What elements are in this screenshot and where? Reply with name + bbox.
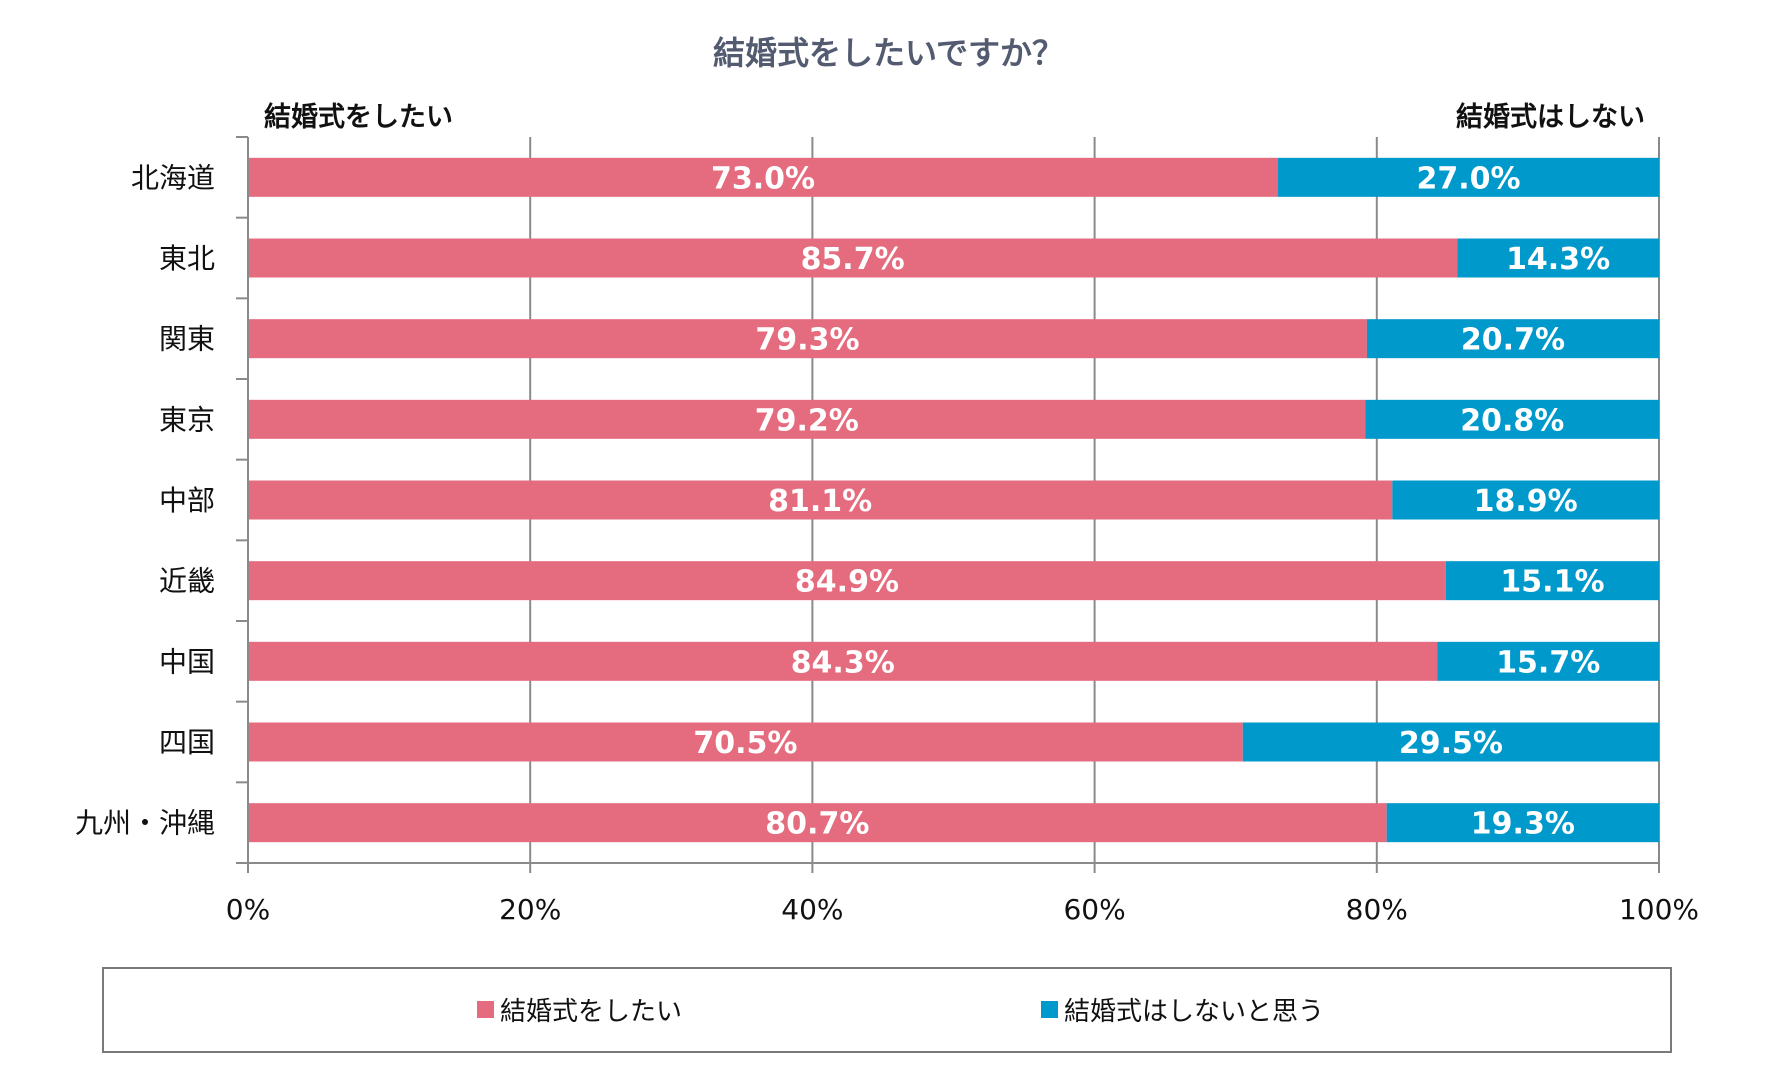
data-label: 20.7% xyxy=(1461,323,1565,358)
category-label: 関東 xyxy=(159,323,215,356)
legend: 結婚式をしたい 結婚式はしないと思う xyxy=(102,967,1672,1053)
category-label: 中国 xyxy=(159,645,215,678)
bar-no-wedding xyxy=(1445,561,1659,601)
data-label: 70.5% xyxy=(693,726,797,761)
data-label: 85.7% xyxy=(801,242,905,277)
data-label: 81.1% xyxy=(768,484,872,519)
data-label: 14.3% xyxy=(1506,242,1610,277)
x-tick-label: 0% xyxy=(226,893,270,926)
data-label: 20.8% xyxy=(1460,403,1564,438)
data-label: 84.3% xyxy=(791,645,895,680)
data-label: 79.2% xyxy=(755,403,859,438)
bar-no-wedding xyxy=(1457,238,1659,278)
axes xyxy=(236,136,1660,873)
bar-want-wedding xyxy=(248,803,1387,843)
plot-area: 0% 20% 40% 60% 80% 100% 北海道 73.0% 27.0% 東北 85.7% 14… xyxy=(75,136,1699,926)
bar-no-wedding xyxy=(1278,157,1659,197)
bar-no-wedding xyxy=(1366,319,1659,359)
category-label: 東京 xyxy=(159,403,215,436)
bar-want-wedding xyxy=(248,641,1438,681)
x-tick-label: 40% xyxy=(781,893,843,926)
bar-want-wedding xyxy=(248,238,1458,278)
bar-no-wedding xyxy=(1437,641,1659,681)
legend-label: 結婚式をしたい xyxy=(500,997,683,1027)
bar-want-wedding xyxy=(248,157,1279,197)
x-tick-label: 20% xyxy=(499,893,561,926)
bar-want-wedding xyxy=(248,319,1367,359)
category-label: 中部 xyxy=(159,484,215,517)
bar-no-wedding xyxy=(1365,399,1659,439)
bars xyxy=(248,157,1659,843)
category-label: 東北 xyxy=(159,242,215,275)
x-tick-label: 80% xyxy=(1346,893,1408,926)
category-label: 近畿 xyxy=(159,565,215,598)
legend-swatch-pink xyxy=(477,1001,494,1018)
category-label: 九州・沖縄 xyxy=(75,807,215,840)
labels: 0% 20% 40% 60% 80% 100% 北海道 73.0% 27.0% 東北 85.7% 14… xyxy=(75,161,1699,926)
bar-want-wedding xyxy=(248,722,1243,762)
bar-want-wedding xyxy=(248,480,1393,520)
data-label: 73.0% xyxy=(711,161,815,196)
left-header-label: 結婚式をしたい xyxy=(264,102,453,133)
chart-title: 結婚式をしたいですか？ xyxy=(712,34,1065,72)
legend-swatch-blue xyxy=(1041,1001,1058,1018)
data-label: 19.3% xyxy=(1471,807,1575,842)
legend-label: 結婚式はしないと思う xyxy=(1064,997,1325,1027)
legend-item-no-wedding: 結婚式はしないと思う xyxy=(1041,991,1324,1028)
data-label: 27.0% xyxy=(1416,161,1520,196)
right-header-label: 結婚式はしない xyxy=(1456,102,1645,133)
bar-no-wedding xyxy=(1386,803,1659,843)
category-label: 北海道 xyxy=(131,161,215,194)
data-label: 29.5% xyxy=(1399,726,1503,761)
x-tick-label: 60% xyxy=(1063,893,1125,926)
data-label: 18.9% xyxy=(1474,484,1578,519)
x-tick-label: 100% xyxy=(1619,893,1699,926)
data-label: 15.1% xyxy=(1500,565,1604,600)
bar-want-wedding xyxy=(248,399,1366,439)
bar-no-wedding xyxy=(1392,480,1659,520)
data-label: 80.7% xyxy=(765,807,869,842)
data-label: 79.3% xyxy=(755,323,859,358)
bar-no-wedding xyxy=(1242,722,1659,762)
legend-item-want-wedding: 結婚式をしたい xyxy=(477,991,682,1028)
category-label: 四国 xyxy=(159,726,215,759)
data-label: 15.7% xyxy=(1496,645,1600,680)
bar-want-wedding xyxy=(248,561,1446,601)
data-label: 84.9% xyxy=(795,565,899,600)
